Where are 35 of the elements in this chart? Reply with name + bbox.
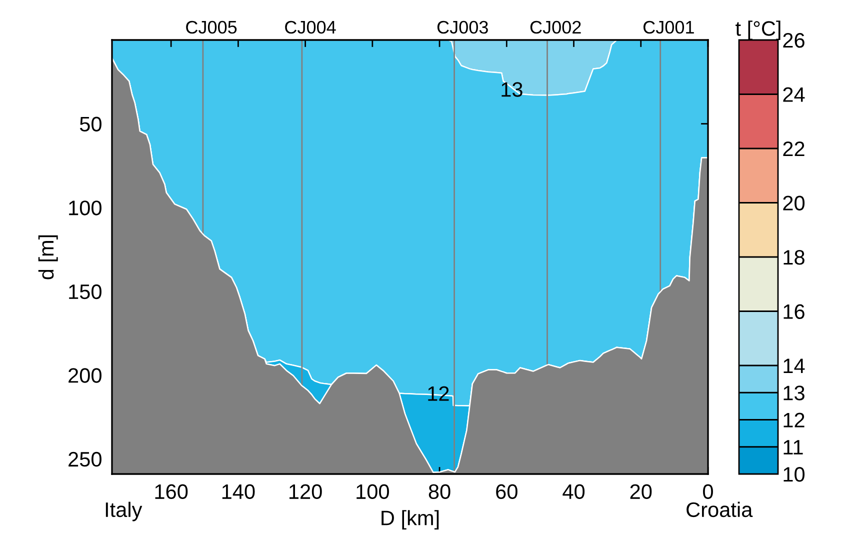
ref-line-label: CJ005 xyxy=(186,20,237,34)
y-tick-label: 150 xyxy=(69,284,102,300)
x-tick-label: 160 xyxy=(155,484,188,500)
color-bar-label: 12 xyxy=(784,412,804,428)
y-tick-label: 200 xyxy=(68,368,102,383)
color-bar-label: 18 xyxy=(784,250,804,265)
ref-line-label: CJ002 xyxy=(530,20,581,34)
color-bar-label: 10 xyxy=(784,467,805,482)
y-tick-label: 100 xyxy=(69,200,102,216)
y-tick-label: 50 xyxy=(80,116,102,132)
ref-line-label: CJ004 xyxy=(285,20,336,34)
x-tick-label: 120 xyxy=(290,484,322,500)
y-axis-title: d [m] xyxy=(38,235,58,280)
x-tick-label: 100 xyxy=(356,484,389,500)
text: Italy xyxy=(106,502,142,522)
color-bar-label: 26 xyxy=(783,33,804,48)
color-bar-label: 22 xyxy=(783,142,804,156)
x-tick-label: 0 xyxy=(703,484,713,500)
color-bar-label: 24 xyxy=(783,87,805,102)
ref-line-label: CJ001 xyxy=(644,20,694,34)
x-tick-label: 60 xyxy=(496,484,518,500)
color-bar-label: 16 xyxy=(784,304,804,320)
x-tick-label: 20 xyxy=(630,484,652,500)
ref-line-label: CJ003 xyxy=(437,20,488,34)
color-bar-label: 20 xyxy=(783,196,805,211)
x-tick-label: 80 xyxy=(428,484,450,500)
x-tick-label: 40 xyxy=(562,484,585,500)
color-bar-label: 13 xyxy=(784,386,804,400)
x-tick-label: 140 xyxy=(222,484,255,500)
text: Croatia xyxy=(686,502,753,518)
color-bar-label: 14 xyxy=(784,358,805,374)
x-axis-title: D [km] xyxy=(382,510,439,530)
color-bar-title: t [°C] xyxy=(736,20,780,40)
color-bar-label: 11 xyxy=(784,440,803,454)
y-tick-label: 250 xyxy=(68,452,102,467)
